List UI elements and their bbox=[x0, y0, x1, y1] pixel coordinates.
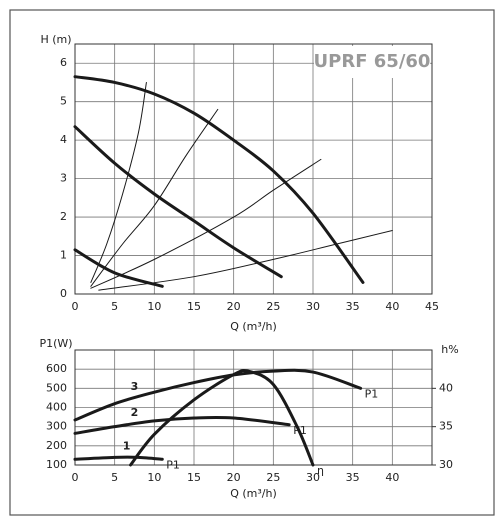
curve bbox=[90, 158, 322, 289]
x-tick-label: 25 bbox=[266, 471, 280, 484]
curve bbox=[90, 81, 147, 283]
y-tick-label: 0 bbox=[60, 287, 67, 300]
x-tick-label: 5 bbox=[111, 300, 118, 313]
y-tick-label: 3 bbox=[60, 172, 67, 185]
curve bbox=[73, 75, 365, 284]
curve bbox=[98, 230, 393, 291]
y-tick-label: 300 bbox=[46, 420, 67, 433]
curve bbox=[73, 455, 164, 461]
y-axis-label: H (m) bbox=[40, 33, 71, 46]
x-tick-label: 15 bbox=[187, 300, 201, 313]
y-tick-label: 4 bbox=[60, 133, 67, 146]
y2-axis-label: h% bbox=[441, 343, 458, 356]
y-tick-label: 500 bbox=[46, 381, 67, 394]
x-tick-label: 15 bbox=[187, 471, 201, 484]
x-tick-label: 0 bbox=[72, 300, 79, 313]
x-tick-label: 45 bbox=[425, 300, 439, 313]
series-name: P1 bbox=[365, 387, 379, 400]
y-tick-label: 400 bbox=[46, 401, 67, 414]
y-tick-label: 5 bbox=[60, 95, 67, 108]
x-tick-label: 10 bbox=[147, 300, 161, 313]
y-tick-label: 600 bbox=[46, 362, 67, 375]
x-axis-label: Q (m³/h) bbox=[230, 320, 277, 333]
x-tick-label: 40 bbox=[385, 471, 399, 484]
y-tick-label: 100 bbox=[46, 458, 67, 471]
plot-area bbox=[74, 349, 433, 466]
y2-tick-label: 30 bbox=[439, 458, 453, 471]
y-tick-label: 6 bbox=[60, 56, 67, 69]
x-tick-label: 40 bbox=[385, 300, 399, 313]
x-tick-label: 10 bbox=[147, 471, 161, 484]
x-tick-label: 0 bbox=[72, 471, 79, 484]
title-box bbox=[314, 46, 430, 78]
curve bbox=[73, 125, 283, 279]
y2-tick-label: 35 bbox=[439, 420, 453, 433]
x-tick-label: 35 bbox=[346, 300, 360, 313]
x-tick-label: 25 bbox=[266, 300, 280, 313]
series-label: 2 bbox=[131, 406, 139, 419]
x-tick-label: 30 bbox=[306, 300, 320, 313]
chart-title: UPRF 65/60 bbox=[314, 51, 431, 72]
x-tick-label: 35 bbox=[346, 471, 360, 484]
curve bbox=[90, 108, 219, 287]
plot-area bbox=[74, 43, 433, 295]
series-name: P1 bbox=[166, 458, 180, 471]
y-tick-label: 1 bbox=[60, 249, 67, 262]
y-axis-label: P1(W) bbox=[39, 337, 72, 350]
x-tick-label: 30 bbox=[306, 471, 320, 484]
x-tick-label: 20 bbox=[227, 471, 241, 484]
series-label: 1 bbox=[123, 439, 131, 452]
series-label: 3 bbox=[131, 380, 139, 393]
y-tick-label: 200 bbox=[46, 439, 67, 452]
x-tick-label: 5 bbox=[111, 471, 118, 484]
curve bbox=[73, 368, 363, 422]
y2-tick-label: 40 bbox=[439, 381, 453, 394]
curve bbox=[73, 415, 291, 435]
curve bbox=[73, 248, 164, 288]
y-tick-label: 2 bbox=[60, 210, 67, 223]
x-tick-label: 20 bbox=[227, 300, 241, 313]
curve bbox=[129, 368, 315, 467]
x-axis-label: Q (m³/h) bbox=[230, 487, 277, 500]
series-name: η bbox=[317, 464, 324, 477]
frame bbox=[9, 9, 495, 516]
